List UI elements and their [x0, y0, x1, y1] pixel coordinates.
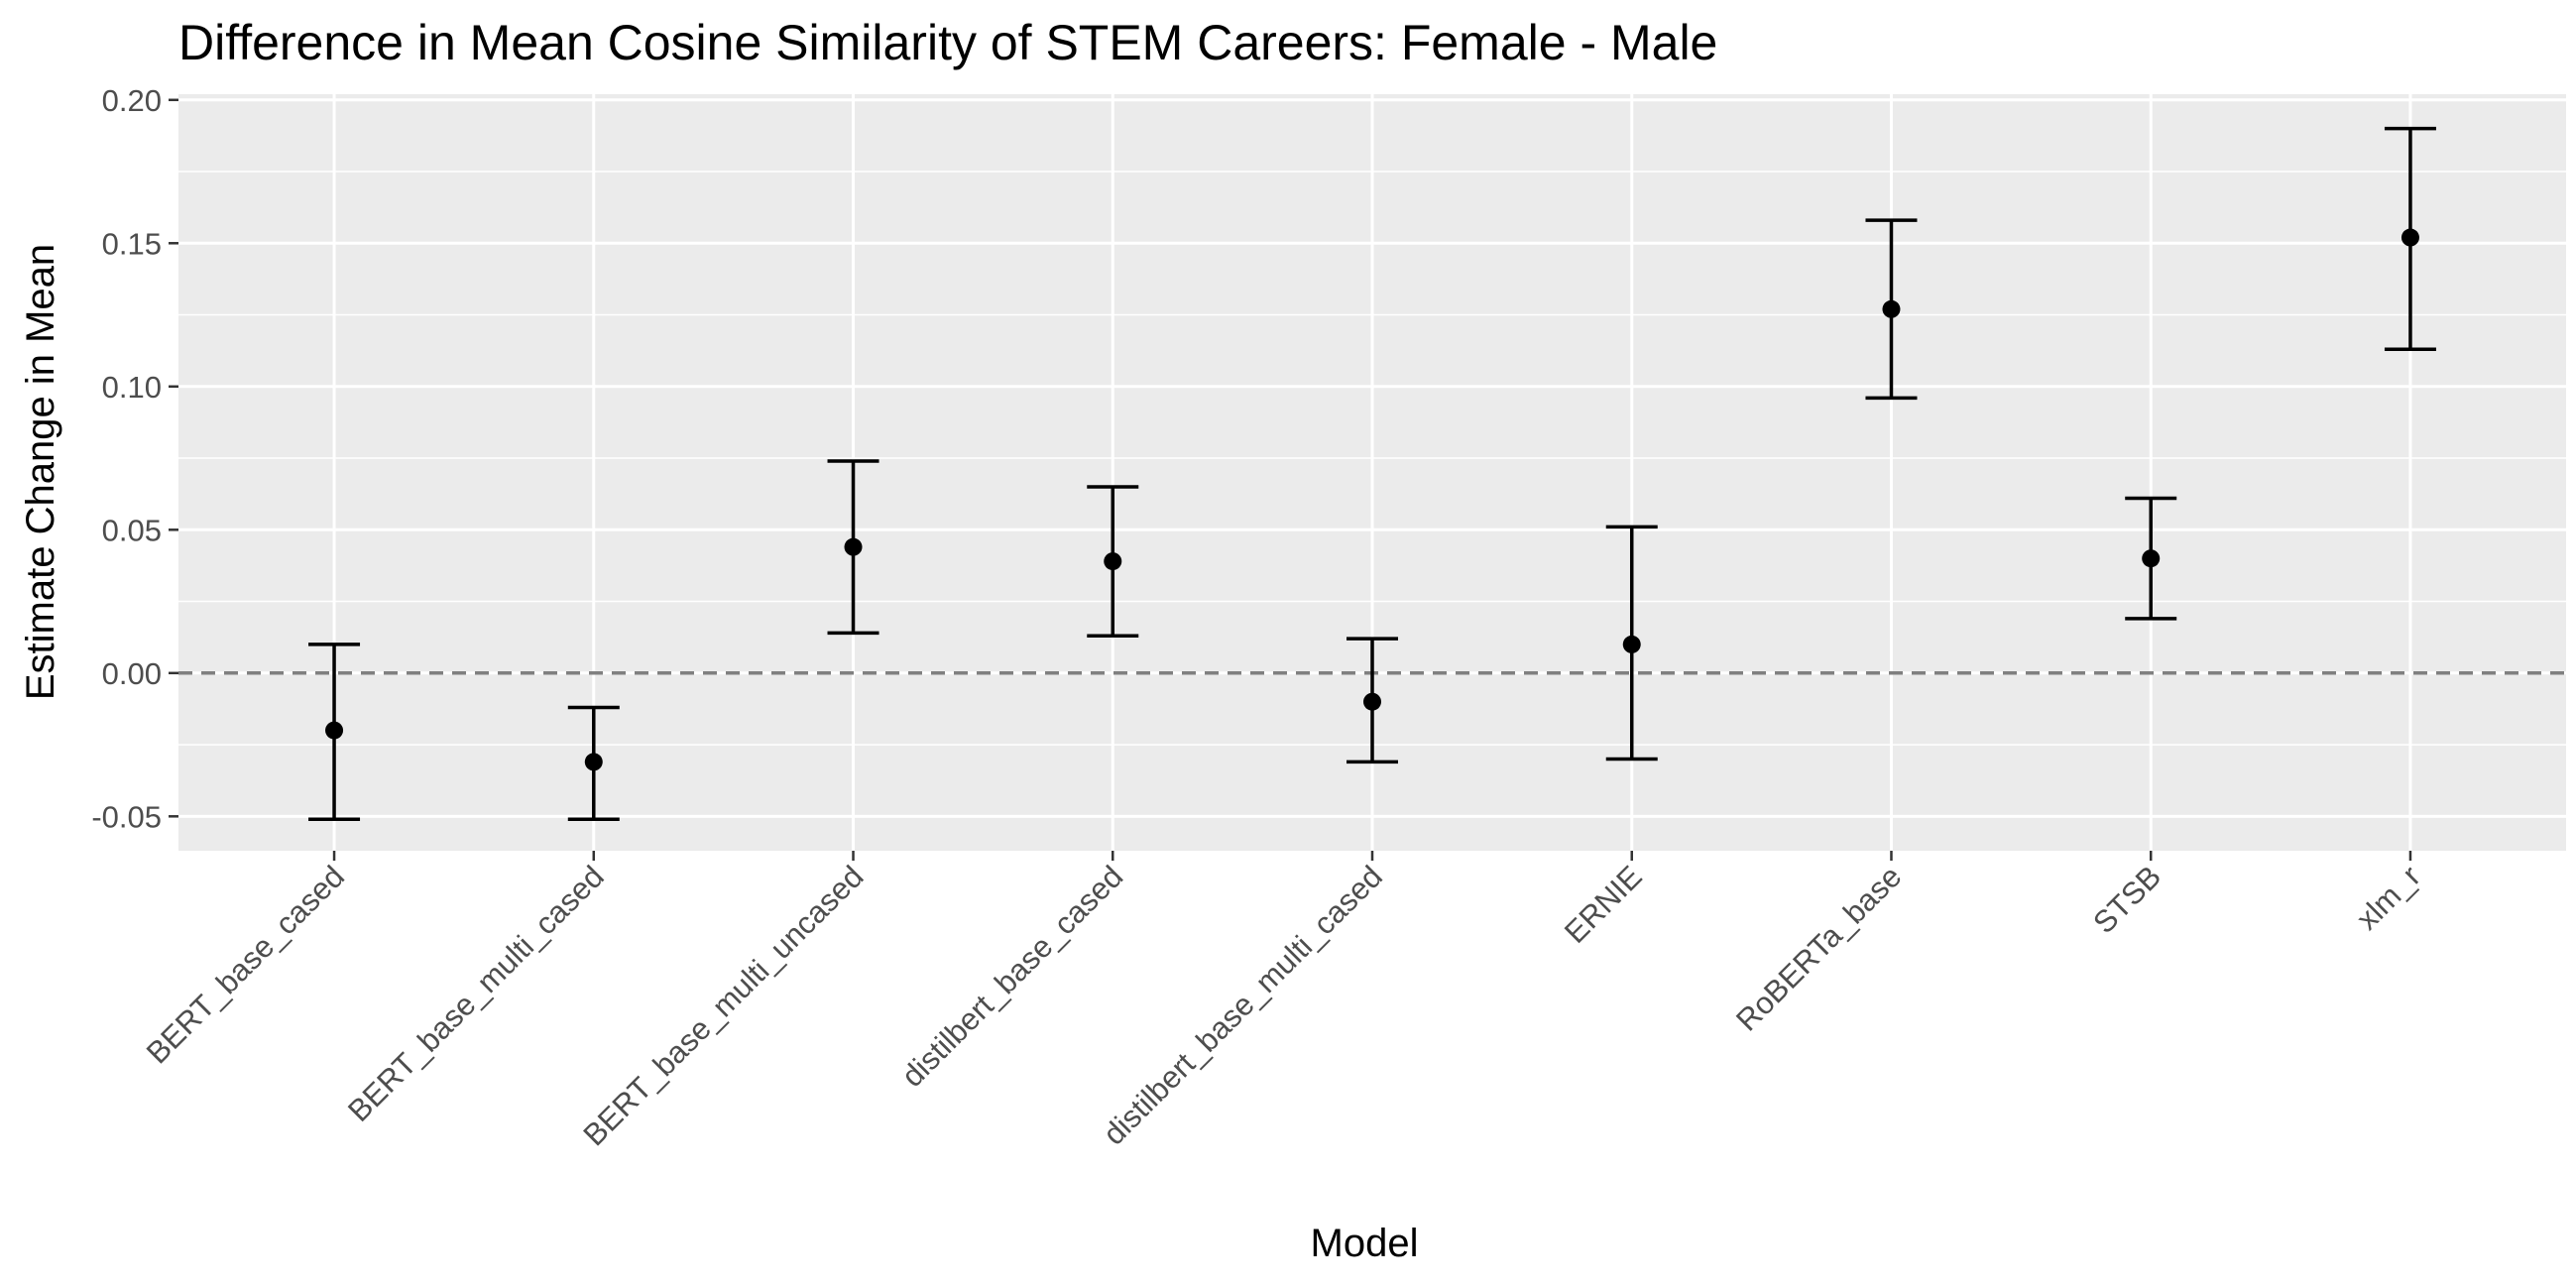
y-tick-label: 0.10	[102, 370, 162, 405]
estimate-point	[1104, 552, 1122, 571]
chart-title: Difference in Mean Cosine Similarity of …	[178, 15, 1717, 70]
x-tick-label: distilbert_base_multi_cased	[1097, 859, 1389, 1151]
x-axis: BERT_base_casedBERT_base_multi_casedBERT…	[140, 851, 2427, 1152]
estimate-point	[1622, 635, 1641, 653]
y-axis: -0.05 0.00 0.05 0.10 0.15 0.20	[91, 83, 178, 834]
y-tick-label: 0.00	[102, 656, 162, 691]
x-axis-title: Model	[1311, 1222, 1419, 1265]
x-tick-label: STSB	[2086, 859, 2167, 940]
estimate-point	[1363, 692, 1381, 711]
data-marks	[308, 126, 2436, 821]
y-tick-label: 0.05	[102, 513, 162, 547]
estimate-point	[325, 721, 344, 740]
y-tick-label: -0.05	[91, 799, 162, 834]
estimate-point	[844, 537, 863, 556]
estimate-point	[2142, 549, 2161, 568]
y-tick-label: 0.15	[102, 226, 162, 261]
y-axis-title: Estimate Change in Mean	[19, 244, 62, 700]
estimate-point	[2400, 228, 2419, 247]
x-tick-label: BERT_base_multi_uncased	[576, 859, 870, 1152]
x-tick-label: ERNIE	[1558, 859, 1649, 950]
x-tick-label: BERT_base_multi_cased	[341, 859, 611, 1128]
estimate-point	[1882, 299, 1901, 318]
x-tick-label: xlm_r	[2350, 859, 2427, 936]
y-tick-label: 0.20	[102, 83, 162, 118]
estimate-point	[584, 753, 603, 771]
x-tick-label: RoBERTa_base	[1729, 859, 1908, 1037]
x-tick-label: distilbert_base_cased	[894, 859, 1129, 1094]
x-tick-label: BERT_base_cased	[140, 859, 351, 1070]
grid-lines	[178, 94, 2566, 851]
